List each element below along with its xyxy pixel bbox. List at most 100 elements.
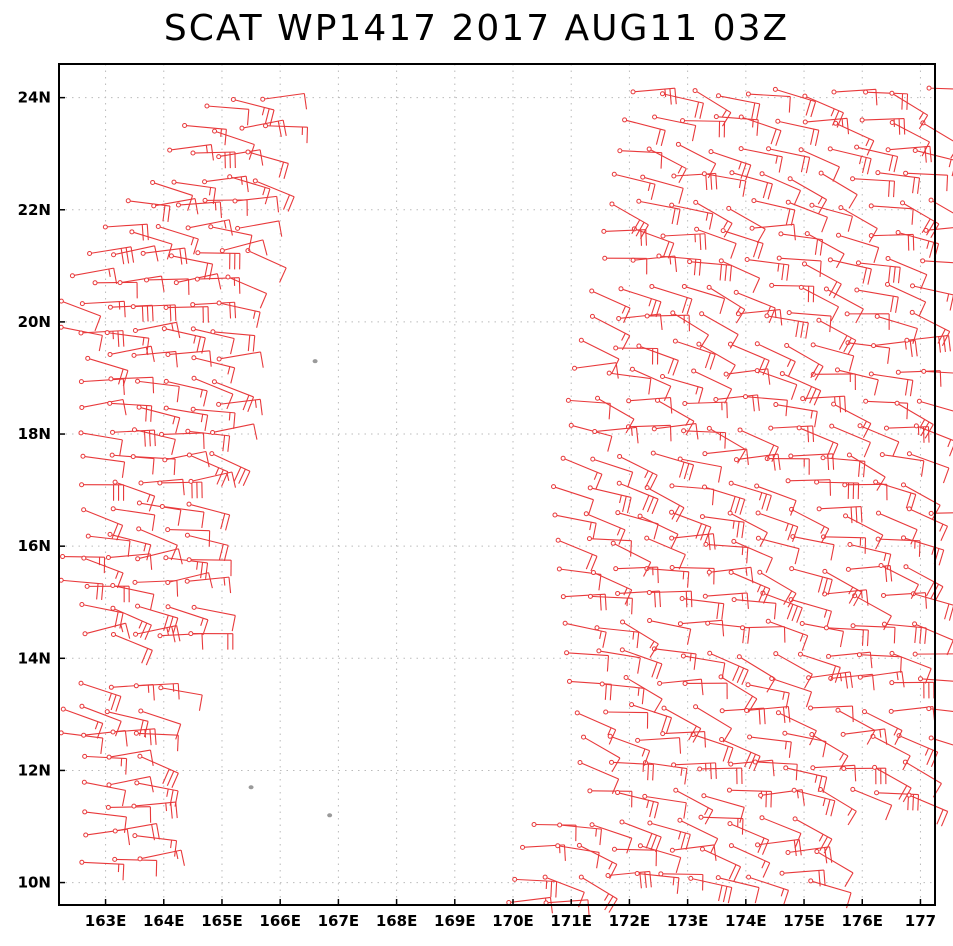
- wind-barb: [587, 788, 633, 808]
- wind-barb: [551, 484, 594, 516]
- x-tick-label: 167E: [318, 912, 360, 930]
- wind-barb: [636, 198, 681, 226]
- wind-barb: [590, 570, 633, 605]
- wind-barb: [740, 625, 786, 643]
- wind-barb: [191, 604, 236, 632]
- wind-barb: [874, 313, 918, 344]
- wind-barb: [718, 674, 758, 713]
- wind-barb: [623, 675, 663, 714]
- wind-barb: [835, 707, 876, 745]
- wind-barb: [81, 729, 128, 747]
- x-tick-label: 169E: [434, 912, 476, 930]
- wind-barb: [693, 704, 733, 743]
- wind-barb: [814, 479, 860, 500]
- wind-barb: [823, 286, 864, 324]
- wind-barb: [589, 313, 631, 351]
- wind-barb: [165, 527, 211, 547]
- wind-barb: [110, 605, 152, 640]
- wind-barb: [577, 760, 620, 794]
- wind-barb: [726, 205, 766, 244]
- wind-barb: [162, 450, 210, 468]
- wind-barb: [155, 223, 199, 255]
- wind-barb: [900, 200, 940, 239]
- land-islands: [248, 359, 333, 818]
- wind-barb: [245, 248, 287, 283]
- wind-barb: [79, 482, 125, 501]
- wind-barb: [868, 233, 915, 251]
- wind-barb: [706, 284, 746, 324]
- wind-barb: [910, 283, 953, 311]
- wind-barb: [669, 202, 714, 230]
- wind-barb: [78, 378, 125, 395]
- wind-barb: [654, 397, 695, 436]
- wind-barb: [698, 814, 744, 835]
- wind-barb: [775, 118, 820, 146]
- wind-barb: [792, 816, 833, 854]
- wind-barb: [232, 195, 280, 213]
- wind-barb: [708, 149, 752, 181]
- wind-barb: [789, 566, 833, 596]
- wind-barb: [85, 355, 129, 386]
- wind-barb: [821, 534, 867, 554]
- wind-barb: [202, 197, 248, 216]
- wind-barb: [557, 822, 603, 846]
- wind-barb: [163, 305, 209, 323]
- wind-barb: [798, 147, 840, 182]
- wind-barb: [687, 259, 732, 282]
- wind-barb: [78, 680, 122, 712]
- wind-barb: [829, 423, 871, 458]
- wind-barb: [881, 592, 928, 609]
- wind-barb: [618, 286, 662, 318]
- wind-barb: [883, 425, 930, 443]
- wind-barb: [531, 822, 577, 842]
- wind-barb: [742, 394, 788, 417]
- wind-barb: [928, 510, 953, 516]
- island: [312, 359, 318, 364]
- wind-barb: [657, 678, 704, 696]
- wind-barb: [737, 427, 779, 462]
- x-tick-label: 173E: [667, 912, 709, 930]
- wind-barb: [568, 422, 613, 452]
- wind-barb: [104, 709, 149, 738]
- wind-barb: [230, 97, 275, 126]
- wind-barb: [702, 484, 746, 515]
- wind-barb: [691, 368, 733, 404]
- wind-barb: [566, 678, 612, 701]
- wind-barb: [760, 590, 803, 623]
- grid-lines: [59, 64, 935, 905]
- wind-barb: [137, 753, 179, 788]
- wind-barb: [796, 425, 839, 459]
- wind-barb: [863, 89, 909, 110]
- wind-barb: [132, 579, 179, 597]
- wind-barb: [875, 536, 921, 557]
- wind-barb: [578, 874, 618, 913]
- wind-barb: [844, 311, 890, 330]
- wind-barb: [785, 478, 832, 496]
- wind-barb: [208, 224, 253, 252]
- wind-barb: [210, 423, 258, 440]
- wind-barb: [679, 596, 725, 620]
- wind-barb: [107, 304, 154, 322]
- wind-barb: [263, 123, 309, 144]
- wind-barb: [827, 146, 872, 175]
- wind-barb: [587, 593, 633, 615]
- wind-barb: [80, 453, 126, 478]
- wind-barb: [782, 730, 827, 758]
- wind-barb: [680, 653, 726, 679]
- wind-barb: [159, 503, 205, 528]
- wind-barb: [583, 511, 626, 545]
- wind-barb: [589, 822, 633, 854]
- wind-barb: [681, 283, 726, 315]
- wind-barb: [642, 793, 687, 819]
- wind-barb: [644, 566, 690, 588]
- wind-barb: [125, 198, 171, 222]
- wind-barb: [640, 174, 684, 204]
- wind-barb: [669, 533, 716, 551]
- wind-barb: [751, 198, 796, 226]
- wind-barb: [81, 555, 124, 589]
- wind-barb: [252, 178, 295, 212]
- wind-barb: [889, 680, 935, 699]
- wind-barb: [757, 569, 797, 608]
- wind-barb: [901, 535, 945, 566]
- wind-barb: [798, 284, 840, 322]
